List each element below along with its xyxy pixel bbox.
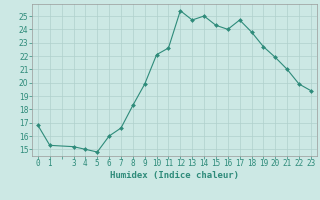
X-axis label: Humidex (Indice chaleur): Humidex (Indice chaleur)	[110, 171, 239, 180]
